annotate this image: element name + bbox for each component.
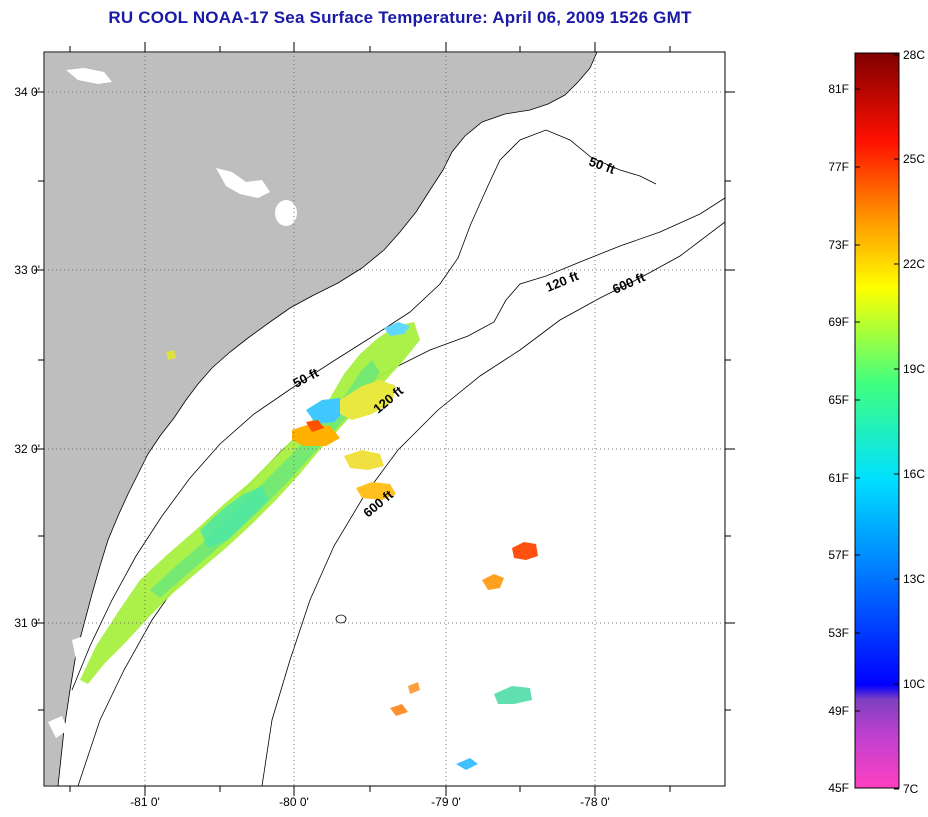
axis-ticks [34, 42, 735, 796]
lon-label: -81 0' [130, 795, 160, 809]
colorbar-f-label: 53F [828, 626, 849, 640]
lon-label: -78 0' [580, 795, 610, 809]
contour-50ft [71, 129, 657, 691]
colorbar-c-label: 10C [903, 677, 925, 691]
sst-patch-orange [482, 574, 504, 590]
colorbar-f-label: 69F [828, 315, 849, 329]
colorbar-f-label: 45F [828, 781, 849, 795]
lake [275, 200, 297, 226]
colorbar-f-label: 49F [828, 704, 849, 718]
map-title: RU COOL NOAA-17 Sea Surface Temperature:… [108, 8, 692, 27]
sst-patch-yellow [166, 350, 176, 360]
colorbar-f-label: 65F [828, 393, 849, 407]
lon-label: -80 0' [279, 795, 309, 809]
colorbar-c-label: 13C [903, 572, 925, 586]
colorbar-f-label: 77F [828, 160, 849, 174]
sst-patch-orange [512, 542, 538, 560]
colorbar [854, 52, 900, 789]
lat-label: 34 0' [14, 85, 40, 99]
sst-patch-red [306, 420, 324, 432]
colorbar-f-label: 81F [828, 82, 849, 96]
colorbar-f-label: 57F [828, 548, 849, 562]
lon-label: -79 0' [431, 795, 461, 809]
lake [216, 168, 270, 198]
sst-data [80, 322, 538, 770]
sst-patch-cyan [494, 686, 532, 704]
lat-label: 31 0' [14, 616, 40, 630]
colorbar-c-label: 22C [903, 257, 925, 271]
colorbar-c-label: 7C [903, 782, 919, 796]
sst-patch-cyan [384, 322, 410, 336]
sst-patch-cyan [306, 398, 346, 424]
colorbar-c-label: 28C [903, 48, 925, 62]
sst-patch-yellow [344, 450, 384, 470]
lake [48, 716, 68, 738]
colorbar-c-label: 25C [903, 152, 925, 166]
colorbar-f-label: 73F [828, 238, 849, 252]
sst-patch-green [200, 486, 268, 548]
lake [66, 68, 112, 84]
sst-patch-warm [292, 424, 340, 446]
colorbar-ticks [855, 54, 899, 790]
sst-patch-orange [390, 704, 408, 716]
contour-600ft [261, 221, 725, 786]
sst-patch-yellow [340, 380, 396, 420]
sst-patch-orange [356, 482, 396, 500]
land-area [44, 52, 598, 786]
colorbar-f-label: 61F [828, 471, 849, 485]
lat-label: 33 0' [14, 263, 40, 277]
colorbar-c-label: 19C [903, 362, 925, 376]
lat-label: 32 0' [14, 442, 40, 456]
lake [72, 636, 88, 660]
sst-patch-cyan [456, 758, 478, 770]
colorbar-c-label: 16C [903, 467, 925, 481]
sst-patch-orange [408, 682, 420, 694]
